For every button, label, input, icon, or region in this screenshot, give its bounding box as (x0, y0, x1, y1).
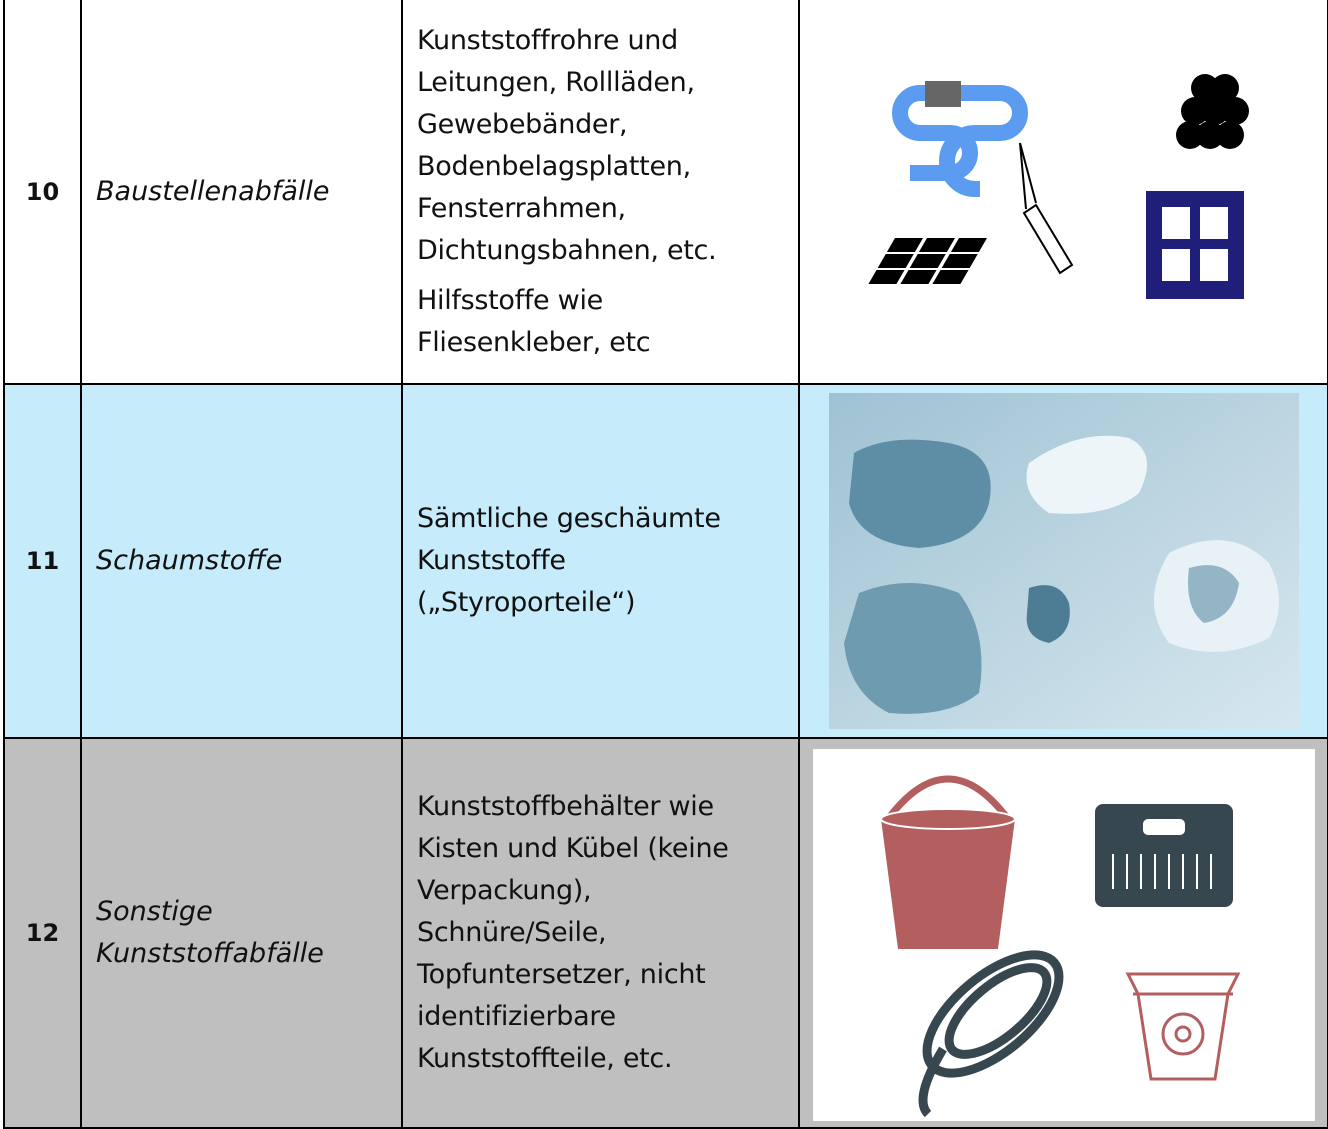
paragraph: Sämtliche geschäumte Kunststoffe („Styro… (417, 498, 798, 624)
row-number: 12 (3, 737, 82, 1129)
line: Fensterrahmen, (417, 192, 626, 224)
line: Topfuntersetzer, nicht (417, 959, 706, 990)
waste-table: 10 Baustellenabfälle Kunststoffrohre und… (3, 0, 1328, 1129)
line: Sämtliche geschäumte (417, 503, 721, 534)
paragraph: Kunststoffrohre und Leitungen, Rollläden… (417, 20, 798, 272)
paragraph: Kunststoffbehälter wie Kisten und Kübel … (417, 786, 798, 1080)
line: Kunststoffrohre und (417, 24, 678, 56)
image-cell (798, 0, 1328, 385)
foam-photo (828, 393, 1299, 729)
name-line: Schaumstoffe (96, 545, 283, 576)
line: Hilfsstoffe wie (417, 284, 603, 316)
line: Leitungen, Rollläden, (417, 66, 695, 98)
line: Schnüre/Seile, (417, 917, 607, 948)
line: Kunststoffteile, etc. (417, 1043, 673, 1074)
row-description: Kunststoffrohre und Leitungen, Rollläden… (401, 0, 800, 385)
construction-icons (840, 33, 1287, 350)
row: 11 Schaumstoffe Sämtliche geschäumte Kun… (3, 383, 1328, 739)
name-line: Kunststoffabfälle (96, 938, 324, 969)
line: Kisten und Kübel (keine (417, 833, 729, 864)
line: Fliesenkleber, etc (417, 326, 651, 358)
line: („Styroporteile“) (417, 587, 636, 618)
line: Dichtungsbahnen, etc. (417, 234, 717, 266)
line: Gewebebänder, (417, 108, 628, 140)
image-cell (798, 383, 1328, 739)
row-name: Sonstige Kunststoffabfälle (80, 737, 403, 1129)
row-description: Sämtliche geschäumte Kunststoffe („Styro… (401, 383, 800, 739)
image-cell (798, 737, 1328, 1129)
row-name: Baustellenabfälle (80, 0, 403, 385)
line: identifizierbare (417, 1001, 616, 1032)
row-name: Schaumstoffe (80, 383, 403, 739)
container-icons (812, 749, 1315, 1121)
paragraph: Hilfsstoffe wie Fliesenkleber, etc (417, 280, 798, 364)
line: Verpackung), (417, 875, 592, 906)
row: 10 Baustellenabfälle Kunststoffrohre und… (3, 0, 1328, 385)
line: Bodenbelagsplatten, (417, 150, 691, 182)
name-line: Baustellenabfälle (96, 175, 330, 207)
line: Kunststoffbehälter wie (417, 791, 714, 822)
row: 12 Sonstige Kunststoffabfälle Kunststoff… (3, 737, 1328, 1129)
name-line: Sonstige (96, 896, 213, 927)
line: Kunststoffe (417, 545, 566, 576)
row-number: 11 (3, 383, 82, 739)
row-number: 10 (3, 0, 82, 385)
row-description: Kunststoffbehälter wie Kisten und Kübel … (401, 737, 800, 1129)
